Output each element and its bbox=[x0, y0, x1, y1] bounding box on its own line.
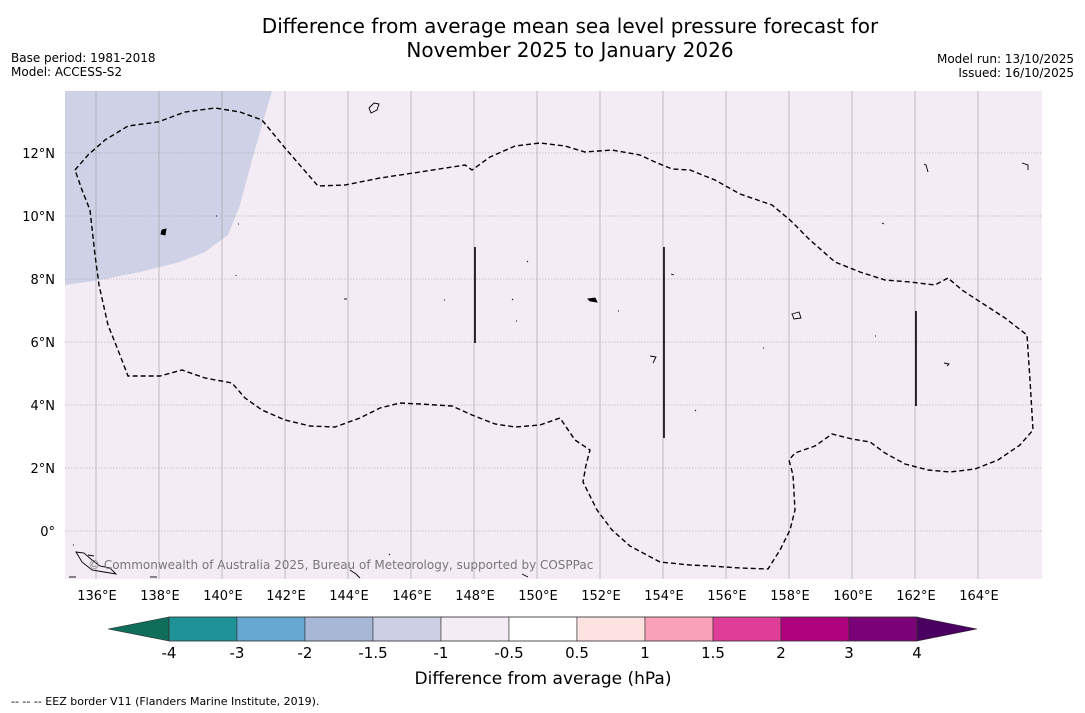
model-info: Base period: 1981-2018 Model: ACCESS-S2 bbox=[11, 51, 156, 79]
lon-label: 144°E bbox=[329, 589, 369, 604]
vertical-isobar-segments bbox=[474, 247, 917, 438]
model-name: Model: ACCESS-S2 bbox=[11, 65, 123, 79]
title-line-1: Difference from average mean sea level p… bbox=[261, 14, 879, 38]
lon-label: 152°E bbox=[581, 589, 621, 604]
latitude-labels: 12°N 10°N 8°N 6°N 4°N 2°N 0° bbox=[22, 147, 55, 540]
base-period: Base period: 1981-2018 bbox=[11, 51, 156, 65]
gridlines bbox=[65, 91, 1042, 579]
colorbar-tick-label: -1 bbox=[434, 644, 449, 662]
lat-label: 8°N bbox=[31, 273, 56, 288]
model-run: Model run: 13/10/2025 bbox=[936, 52, 1074, 66]
colorbar-extend-low bbox=[107, 616, 170, 642]
colorbar-segment bbox=[644, 616, 714, 642]
lat-label: 10°N bbox=[22, 210, 55, 225]
lon-label: 138°E bbox=[140, 589, 180, 604]
colorbar-tick-label: -2 bbox=[298, 644, 313, 662]
colorbar-tick-label: 1.5 bbox=[701, 644, 725, 662]
lat-label: 12°N bbox=[22, 147, 55, 162]
colorbar-segment bbox=[780, 616, 850, 642]
longitude-labels: 136°E 138°E 140°E 142°E 144°E 146°E 148°… bbox=[77, 589, 999, 604]
lon-label: 136°E bbox=[77, 589, 117, 604]
negative-anomaly-region bbox=[65, 91, 272, 285]
colorbar-segment bbox=[508, 616, 578, 642]
lon-label: 142°E bbox=[266, 589, 306, 604]
eez-border bbox=[74, 107, 1034, 570]
colorbar-tick-label: -3 bbox=[230, 644, 245, 662]
page-title: Difference from average mean sea level p… bbox=[0, 14, 1085, 62]
footnote: -- -- -- EEZ border V11 (Flanders Marine… bbox=[11, 695, 320, 708]
lon-label: 162°E bbox=[896, 589, 936, 604]
lat-label: 0° bbox=[40, 525, 55, 540]
issued-date: Issued: 16/10/2025 bbox=[958, 66, 1074, 80]
title-line-2: November 2025 to January 2026 bbox=[406, 38, 734, 62]
colorbar-segment bbox=[304, 616, 374, 642]
colorbar-tick-label: 0.5 bbox=[565, 644, 589, 662]
lon-label: 164°E bbox=[959, 589, 999, 604]
lat-label: 4°N bbox=[31, 399, 56, 414]
lon-label: 148°E bbox=[455, 589, 495, 604]
colorbar-tick-label: 4 bbox=[912, 644, 922, 662]
lat-label: 2°N bbox=[31, 462, 56, 477]
lon-label: 160°E bbox=[833, 589, 873, 604]
lon-label: 154°E bbox=[644, 589, 684, 604]
colorbar-tick-label: 1 bbox=[640, 644, 650, 662]
colorbar-segment bbox=[712, 616, 782, 642]
colorbar-tick-label: 2 bbox=[776, 644, 786, 662]
lon-label: 150°E bbox=[518, 589, 558, 604]
lon-label: 140°E bbox=[203, 589, 243, 604]
copyright-text: © Commonwealth of Australia 2025, Bureau… bbox=[88, 558, 593, 572]
lon-label: 146°E bbox=[392, 589, 432, 604]
colorbar-segment bbox=[236, 616, 306, 642]
colorbar: -4 -3 -2 -1.5 -1 -0.5 0.5 1 1.5 2 3 4 Di… bbox=[107, 616, 978, 689]
lon-label: 156°E bbox=[707, 589, 747, 604]
island-coastlines bbox=[69, 102, 1029, 579]
colorbar-segment bbox=[372, 616, 442, 642]
lon-label: 158°E bbox=[770, 589, 810, 604]
colorbar-segment bbox=[168, 616, 238, 642]
run-info: Model run: 13/10/2025 Issued: 16/10/2025 bbox=[937, 52, 1074, 80]
colorbar-segment bbox=[848, 616, 918, 642]
colorbar-tick-label: -4 bbox=[162, 644, 177, 662]
colorbar-segment bbox=[440, 616, 510, 642]
colorbar-tick-label: 3 bbox=[844, 644, 854, 662]
lat-label: 6°N bbox=[31, 336, 56, 351]
colorbar-tick-label: -1.5 bbox=[358, 644, 387, 662]
colorbar-tick-label: -0.5 bbox=[494, 644, 523, 662]
colorbar-title: Difference from average (hPa) bbox=[415, 669, 672, 689]
colorbar-segment bbox=[576, 616, 646, 642]
colorbar-extend-high bbox=[916, 616, 978, 642]
